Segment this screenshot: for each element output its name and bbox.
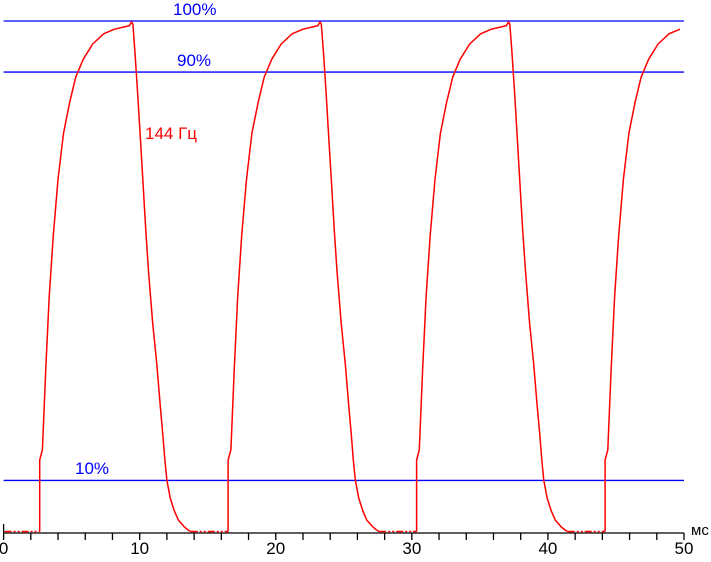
x-tick-label-30: 30 bbox=[402, 539, 422, 558]
reference-label-10: 10% bbox=[75, 459, 110, 479]
trace-pulse-1 bbox=[38, 21, 192, 533]
reference-label-100: 100% bbox=[173, 0, 217, 19]
x-axis-unit-label: мс bbox=[691, 522, 709, 539]
x-tick-label-20: 20 bbox=[266, 539, 286, 558]
x-tick-label-0: 0 bbox=[0, 539, 9, 558]
reference-label-90: 90% bbox=[177, 51, 212, 71]
trace-pulse-2 bbox=[227, 21, 380, 533]
trace-pulse-3 bbox=[415, 21, 569, 533]
x-tick-label-40: 40 bbox=[538, 539, 558, 558]
trace-pulse-4 bbox=[604, 28, 681, 532]
series-annotation-144hz: 144 Гц bbox=[145, 124, 198, 143]
x-tick-label-50: 50 bbox=[674, 539, 694, 558]
x-tick-label-10: 10 bbox=[130, 539, 150, 558]
